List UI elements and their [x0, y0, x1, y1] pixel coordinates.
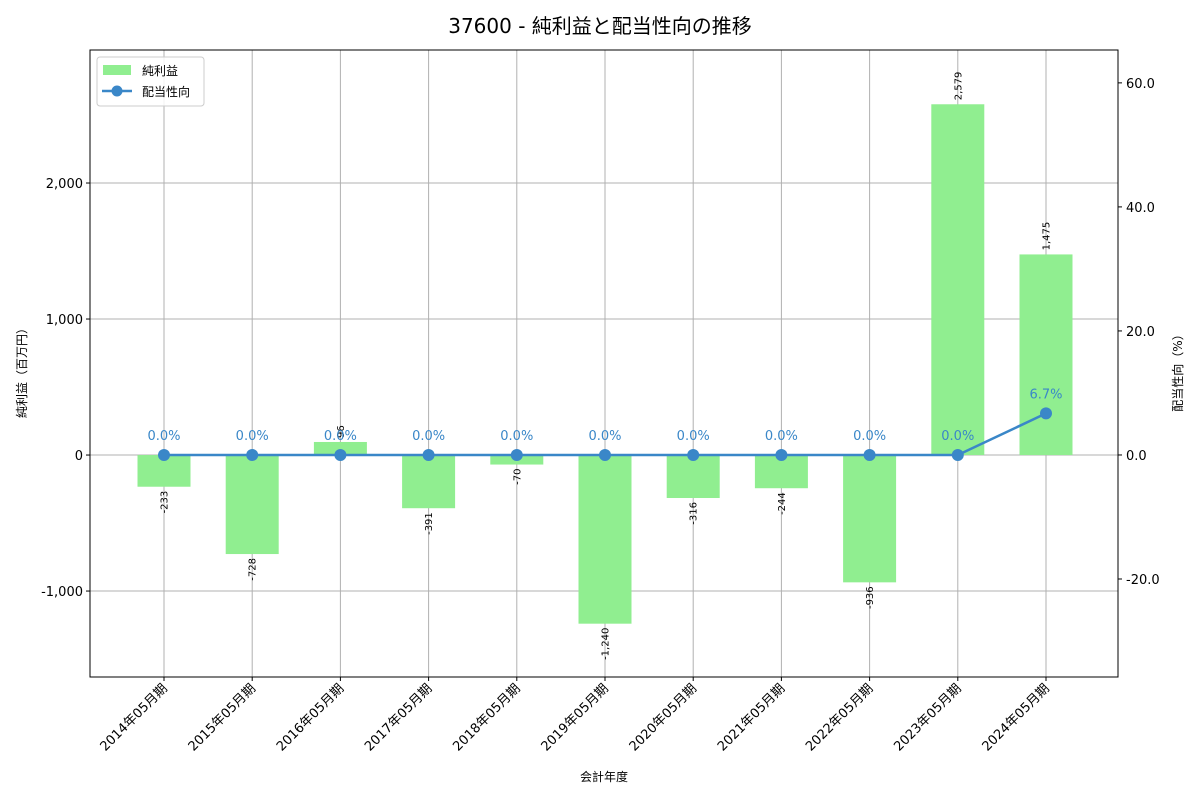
- legend-swatch-bar: [103, 65, 131, 75]
- x-tick-label: 2023年05月期: [891, 681, 964, 754]
- bar-value-label: -316: [689, 502, 700, 525]
- bar-value-label: -244: [777, 492, 788, 515]
- ratio-value-label: 0.0%: [677, 429, 710, 444]
- y2-tick-label: -20.0: [1126, 573, 1160, 588]
- bar: [313, 441, 367, 456]
- bar: [402, 455, 456, 509]
- y-tick-label: 0: [75, 449, 83, 464]
- ratio-value-label: 0.0%: [500, 429, 533, 444]
- x-tick-label: 2015年05月期: [186, 681, 259, 754]
- chart-title: 37600 - 純利益と配当性向の推移: [448, 14, 752, 38]
- bar-value-label: 1,475: [1042, 222, 1053, 251]
- x-tick-label: 2020年05月期: [627, 681, 700, 754]
- bar-value-label: -1,240: [601, 628, 612, 660]
- y-axis-left: -1,000 0 1,000 2,000: [41, 50, 91, 677]
- line-marker: [687, 448, 700, 461]
- y2-axis-label: 配当性向（%）: [1170, 328, 1185, 411]
- y-tick-label: 1,000: [46, 313, 83, 328]
- bar: [931, 104, 985, 456]
- legend-label-payout-ratio: 配当性向: [142, 84, 190, 99]
- y2-tick-label: 0.0: [1126, 449, 1147, 464]
- x-tick-label: 2021年05月期: [715, 681, 788, 754]
- line-marker: [334, 448, 347, 461]
- ratio-value-label: 0.0%: [236, 429, 269, 444]
- x-tick-label: 2018年05月期: [450, 681, 523, 754]
- x-tick-label: 2014年05月期: [98, 681, 171, 754]
- ratio-value-label: 0.0%: [853, 429, 886, 444]
- line-marker: [951, 448, 964, 461]
- x-tick-label: 2019年05月期: [539, 681, 612, 754]
- ratio-value-label: 0.0%: [588, 429, 621, 444]
- y-tick-label: 2,000: [46, 177, 83, 192]
- y-axis-label: 純利益（百万円）: [15, 322, 29, 418]
- bar: [666, 455, 720, 499]
- bar: [843, 455, 897, 583]
- ratio-value-label: 0.0%: [941, 429, 974, 444]
- x-tick-label: 2017年05月期: [362, 681, 435, 754]
- x-tick-label: 2016年05月期: [274, 681, 347, 754]
- y2-tick-label: 60.0: [1126, 77, 1155, 92]
- bar-value-label: -70: [512, 469, 523, 485]
- line-series-payout-ratio: 0.0% 0.0% 0.0% 0.0% 0.0% 0.0% 0.0% 0.0% 0.0% 0.0%…: [147, 387, 1063, 461]
- legend-marker-line: [111, 85, 123, 97]
- x-axis-label: 会計年度: [580, 769, 628, 784]
- bar-value-label: -936: [865, 586, 876, 609]
- bar: [225, 455, 279, 555]
- line-marker: [158, 448, 170, 461]
- legend-label-net-income: 純利益: [142, 64, 178, 78]
- bar-value-label: 96: [336, 425, 347, 438]
- ratio-value-label: 0.0%: [147, 429, 180, 444]
- bar-value-label: -391: [424, 512, 435, 535]
- x-tick-label: 2024年05月期: [980, 681, 1053, 754]
- y-tick-label: -1,000: [41, 585, 83, 600]
- line-marker: [510, 448, 523, 461]
- y-axis-right: -20.0 0.0 20.0 40.0 60.0: [1117, 50, 1160, 677]
- line-marker: [1040, 407, 1052, 420]
- bar-value-label: -728: [248, 558, 259, 581]
- bar: [578, 455, 632, 624]
- bar-series-net-income: -233 -728 96 -391 -70 -1,240 -316 -244 -936 2,579…: [137, 72, 1073, 660]
- line-marker: [775, 448, 788, 461]
- ratio-value-label: 0.0%: [412, 429, 445, 444]
- bar-value-label: -233: [160, 491, 171, 514]
- line-marker: [863, 448, 876, 461]
- bar: [1019, 254, 1073, 456]
- ratio-value-label: 6.7%: [1029, 387, 1062, 402]
- bar-value-label: 2,579: [953, 72, 964, 101]
- line-marker: [422, 448, 435, 461]
- line-marker: [246, 448, 259, 461]
- ratio-value-label: 0.0%: [765, 429, 798, 444]
- y2-tick-label: 40.0: [1126, 201, 1155, 216]
- ratio-value-label: 0.0%: [324, 429, 357, 444]
- x-axis: 2014年05月期 2015年05月期 2016年05月期 2017年05月期 2018…: [98, 677, 1053, 755]
- x-tick-label: 2022年05月期: [803, 681, 876, 754]
- y2-tick-label: 20.0: [1126, 325, 1155, 340]
- legend: 純利益 配当性向: [96, 56, 205, 107]
- line-marker: [599, 448, 611, 461]
